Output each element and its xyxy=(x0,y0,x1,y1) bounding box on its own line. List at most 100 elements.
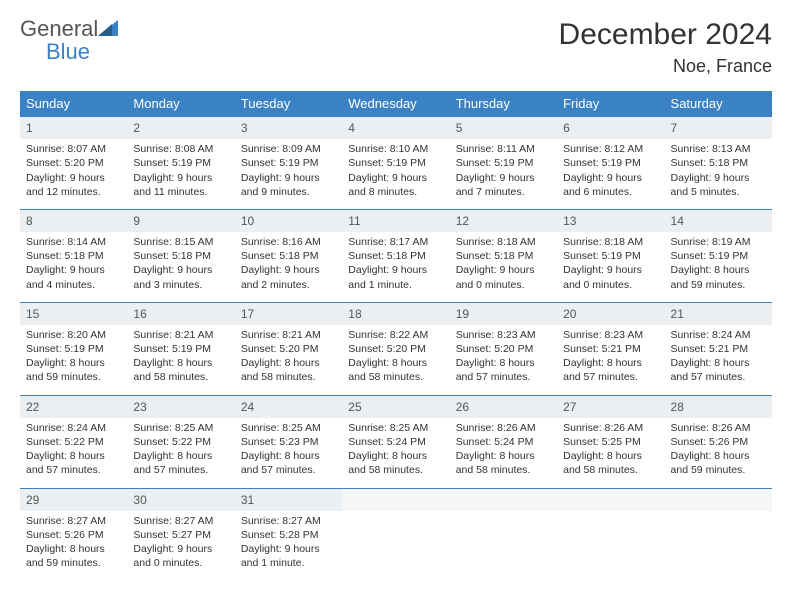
daylight-text: Daylight: 8 hours and 59 minutes. xyxy=(26,542,121,570)
sunrise-text: Sunrise: 8:15 AM xyxy=(133,235,228,249)
title-block: December 2024 Noe, France xyxy=(559,18,772,77)
sunset-text: Sunset: 5:22 PM xyxy=(26,435,121,449)
sunset-text: Sunset: 5:18 PM xyxy=(456,249,551,263)
sunrise-text: Sunrise: 8:21 AM xyxy=(133,328,228,342)
daylight-text: Daylight: 9 hours and 4 minutes. xyxy=(26,263,121,291)
sunrise-text: Sunrise: 8:14 AM xyxy=(26,235,121,249)
weekday-header-row: Sunday Monday Tuesday Wednesday Thursday… xyxy=(20,91,772,117)
daylight-text: Daylight: 9 hours and 7 minutes. xyxy=(456,171,551,199)
sunset-text: Sunset: 5:26 PM xyxy=(671,435,766,449)
logo-general: General xyxy=(20,16,98,41)
day-number: 12 xyxy=(450,209,557,232)
sunset-text: Sunset: 5:25 PM xyxy=(563,435,658,449)
day-number: 21 xyxy=(665,302,772,325)
daylight-text: Daylight: 9 hours and 1 minute. xyxy=(348,263,443,291)
sunset-text: Sunset: 5:20 PM xyxy=(241,342,336,356)
sunrise-text: Sunrise: 8:10 AM xyxy=(348,142,443,156)
day-number: 28 xyxy=(665,395,772,418)
sunrise-text: Sunrise: 8:23 AM xyxy=(563,328,658,342)
sunrise-text: Sunrise: 8:12 AM xyxy=(563,142,658,156)
sunset-text: Sunset: 5:19 PM xyxy=(563,156,658,170)
day-number: 11 xyxy=(342,209,449,232)
day-cell: Sunrise: 8:27 AMSunset: 5:28 PMDaylight:… xyxy=(235,511,342,581)
logo-blue: Blue xyxy=(46,39,90,64)
day-number: 16 xyxy=(127,302,234,325)
day-number: 3 xyxy=(235,117,342,140)
sunset-text: Sunset: 5:19 PM xyxy=(348,156,443,170)
day-number: 22 xyxy=(20,395,127,418)
day-cell: Sunrise: 8:27 AMSunset: 5:26 PMDaylight:… xyxy=(20,511,127,581)
daylight-text: Daylight: 8 hours and 57 minutes. xyxy=(133,449,228,477)
day-number xyxy=(450,488,557,511)
content-row: Sunrise: 8:24 AMSunset: 5:22 PM Daylight:… xyxy=(20,418,772,488)
day-cell: Sunrise: 8:15 AMSunset: 5:18 PMDaylight:… xyxy=(127,232,234,302)
logo: General Blue xyxy=(20,18,118,64)
daylight-text: Daylight: 8 hours and 59 minutes. xyxy=(26,356,121,384)
sunset-text: Sunset: 5:19 PM xyxy=(563,249,658,263)
day-number: 4 xyxy=(342,117,449,140)
day-cell: Sunrise: 8:12 AMSunset: 5:19 PMDaylight:… xyxy=(557,139,664,209)
day-cell: Sunrise: 8:07 AMSunset: 5:20 PMDaylight:… xyxy=(20,139,127,209)
day-number: 31 xyxy=(235,488,342,511)
sunset-text: Sunset: 5:26 PM xyxy=(26,528,121,542)
weekday-header: Wednesday xyxy=(342,91,449,117)
sunrise-text: Sunrise: 8:20 AM xyxy=(26,328,121,342)
day-number: 25 xyxy=(342,395,449,418)
day-number: 29 xyxy=(20,488,127,511)
day-number: 19 xyxy=(450,302,557,325)
header: General Blue December 2024 Noe, France xyxy=(20,18,772,77)
weekday-header: Friday xyxy=(557,91,664,117)
daynum-row: 891011121314 xyxy=(20,209,772,232)
sunrise-text: Sunrise: 8:19 AM xyxy=(671,235,766,249)
day-cell: Sunrise: 8:08 AMSunset: 5:19 PMDaylight:… xyxy=(127,139,234,209)
day-number: 10 xyxy=(235,209,342,232)
daylight-text: Daylight: 8 hours and 59 minutes. xyxy=(671,449,766,477)
sunset-text: Sunset: 5:19 PM xyxy=(241,156,336,170)
day-cell: Sunrise: 8:17 AMSunset: 5:18 PMDaylight:… xyxy=(342,232,449,302)
daylight-text: Daylight: 9 hours and 1 minute. xyxy=(241,542,336,570)
day-cell: Sunrise: 8:21 AMSunset: 5:20 PMDaylight:… xyxy=(235,325,342,395)
daylight-text: Daylight: 9 hours and 0 minutes. xyxy=(133,542,228,570)
day-cell: Sunrise: 8:19 AMSunset: 5:19 PMDaylight:… xyxy=(665,232,772,302)
sunrise-text: Sunrise: 8:26 AM xyxy=(671,421,766,435)
sunrise-text: Sunrise: 8:26 AM xyxy=(456,421,551,435)
day-cell: Sunrise: 8:23 AMSunset: 5:20 PMDaylight:… xyxy=(450,325,557,395)
day-number: 15 xyxy=(20,302,127,325)
sunset-text: Sunset: 5:19 PM xyxy=(133,342,228,356)
sunset-text: Sunset: 5:23 PM xyxy=(241,435,336,449)
day-number: 18 xyxy=(342,302,449,325)
day-cell: Sunrise: 8:18 AMSunset: 5:19 PMDaylight:… xyxy=(557,232,664,302)
daylight-text: Daylight: 8 hours and 58 minutes. xyxy=(456,449,551,477)
weekday-header: Sunday xyxy=(20,91,127,117)
sunrise-text: Sunrise: 8:26 AM xyxy=(563,421,658,435)
sunrise-text: Sunrise: 8:25 AM xyxy=(133,421,228,435)
content-row: Sunrise: 8:07 AMSunset: 5:20 PMDaylight:… xyxy=(20,139,772,209)
day-cell: Sunrise: 8:10 AMSunset: 5:19 PMDaylight:… xyxy=(342,139,449,209)
sunrise-text: Sunrise: 8:07 AM xyxy=(26,142,121,156)
sunrise-text: Sunrise: 8:18 AM xyxy=(456,235,551,249)
daylight-text: Daylight: 9 hours and 3 minutes. xyxy=(133,263,228,291)
sunrise-text: Sunrise: 8:27 AM xyxy=(133,514,228,528)
weekday-header: Saturday xyxy=(665,91,772,117)
sunset-text: Sunset: 5:18 PM xyxy=(133,249,228,263)
sunrise-text: Sunrise: 8:27 AM xyxy=(241,514,336,528)
sunset-text: Sunset: 5:19 PM xyxy=(671,249,766,263)
sunrise-text: Sunrise: 8:23 AM xyxy=(456,328,551,342)
sunrise-text: Sunrise: 8:24 AM xyxy=(26,421,121,435)
day-cell: Sunrise: 8:26 AMSunset: 5:24 PMDaylight:… xyxy=(450,418,557,488)
daylight-text: Daylight: 8 hours and 58 minutes. xyxy=(241,356,336,384)
daylight-text: Daylight: 9 hours and 9 minutes. xyxy=(241,171,336,199)
day-cell: Sunrise: 8:25 AMSunset: 5:22 PMDaylight:… xyxy=(127,418,234,488)
daynum-row: 1234567 xyxy=(20,117,772,140)
day-cell: Sunrise: 8:25 AMSunset: 5:24 PMDaylight:… xyxy=(342,418,449,488)
daylight-text: Daylight: 9 hours and 2 minutes. xyxy=(241,263,336,291)
sunrise-text: Sunrise: 8:08 AM xyxy=(133,142,228,156)
day-number: 26 xyxy=(450,395,557,418)
day-cell: Sunrise: 8:23 AMSunset: 5:21 PMDaylight:… xyxy=(557,325,664,395)
daylight-text: Daylight: 8 hours and 57 minutes. xyxy=(671,356,766,384)
day-number: 7 xyxy=(665,117,772,140)
sunrise-text: Sunrise: 8:11 AM xyxy=(456,142,551,156)
day-cell: Sunrise: 8:14 AMSunset: 5:18 PMDaylight:… xyxy=(20,232,127,302)
day-number: 6 xyxy=(557,117,664,140)
day-number: 8 xyxy=(20,209,127,232)
